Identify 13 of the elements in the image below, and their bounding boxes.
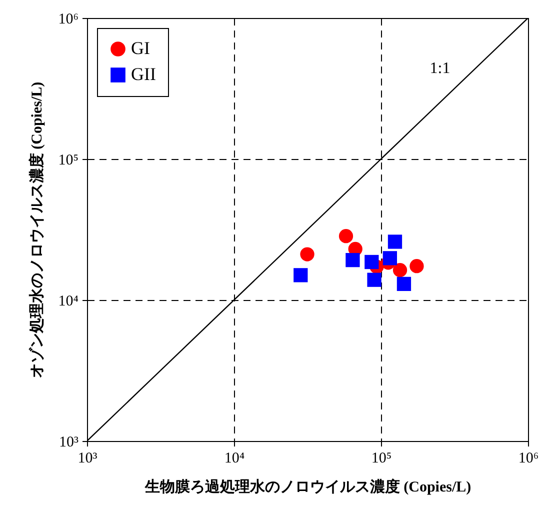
y-tick-label: 10⁴ xyxy=(58,294,78,310)
x-tick-label: 10⁶ xyxy=(518,450,539,466)
x-tick-label: 10⁵ xyxy=(371,450,392,466)
legend-label: GI xyxy=(131,38,150,58)
y-axis-title: オゾン処理水のノロウイルス濃度 (Copies/L) xyxy=(27,82,46,378)
y-tick-label: 10⁶ xyxy=(58,12,78,28)
y-tick-label: 10³ xyxy=(59,434,79,450)
x-tick-label: 10³ xyxy=(78,450,98,466)
y-tick-label: 10⁵ xyxy=(58,152,78,168)
x-tick-label: 10⁴ xyxy=(224,450,245,466)
x-axis-title: 生物膜ろ過処理水のノロウイルス濃度 (Copies/L) xyxy=(144,478,472,496)
annotation: 1:1 xyxy=(430,60,450,77)
legend-label: GII xyxy=(131,64,156,84)
